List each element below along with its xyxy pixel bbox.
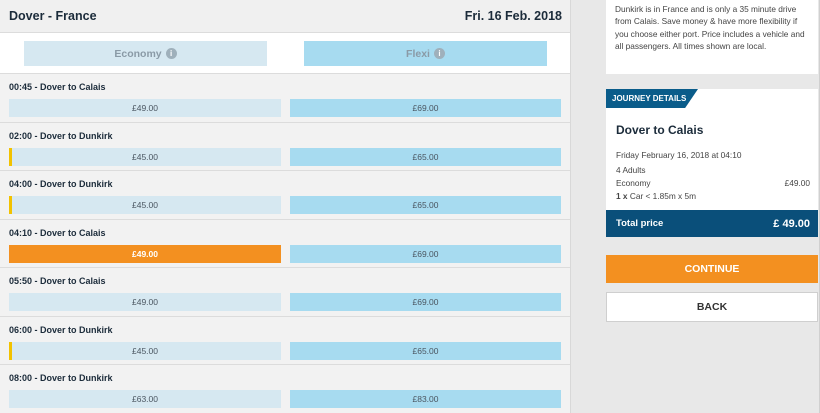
vehicle-description: Car < 1.85m x 5m bbox=[629, 191, 697, 201]
flexi-fare-header: Flexi i bbox=[304, 41, 547, 66]
economy-price-button[interactable]: £45.00 bbox=[9, 196, 281, 214]
sailing-title: 08:00 - Dover to Dunkirk bbox=[9, 373, 113, 383]
sailing-title: 05:50 - Dover to Calais bbox=[9, 276, 106, 286]
flexi-price-button[interactable]: £83.00 bbox=[290, 390, 561, 408]
economy-price-button[interactable]: £49.00 bbox=[9, 244, 281, 263]
dunkirk-marker bbox=[9, 341, 12, 360]
total-price-bar: Total price £ 49.00 bbox=[606, 210, 818, 237]
economy-price-button[interactable]: £63.00 bbox=[9, 390, 281, 408]
total-price-value: £ 49.00 bbox=[773, 217, 810, 230]
economy-label: Economy bbox=[114, 47, 162, 60]
fare-class: Economy bbox=[616, 178, 651, 188]
economy-price-button[interactable]: £45.00 bbox=[9, 147, 281, 166]
sailing-title: 02:00 - Dover to Dunkirk bbox=[9, 130, 113, 141]
economy-price-button[interactable]: £49.00 bbox=[9, 99, 281, 117]
economy-price-button[interactable]: £45.00 bbox=[9, 341, 281, 360]
port-info-text: Dunkirk is in France and is only a 35 mi… bbox=[606, 0, 818, 74]
flexi-label: Flexi bbox=[406, 47, 430, 60]
fare-type-header: Economy i Flexi i bbox=[0, 33, 570, 74]
journey-datetime: Friday February 16, 2018 at 04:10 bbox=[616, 150, 742, 160]
flexi-price-button[interactable]: £69.00 bbox=[290, 99, 561, 117]
journey-details-label: JOURNEY DETAILS bbox=[606, 89, 698, 108]
journey-details-card: JOURNEY DETAILS Dover to Calais Friday F… bbox=[606, 89, 818, 237]
sailing-row: 02:00 - Dover to Dunkirk £45.00 £65.00 bbox=[0, 122, 570, 171]
sailing-row: 08:00 - Dover to Dunkirk £63.00 £83.00 bbox=[0, 365, 570, 413]
dunkirk-marker bbox=[9, 196, 12, 214]
flexi-price-button[interactable]: £69.00 bbox=[290, 293, 561, 311]
passenger-count: 4 Adults bbox=[616, 165, 646, 175]
sailing-row: 00:45 - Dover to Calais £49.00 £69.00 bbox=[0, 74, 570, 123]
flexi-price-button[interactable]: £65.00 bbox=[290, 147, 561, 166]
route-title: Dover - France bbox=[9, 9, 97, 23]
fare-price: £49.00 bbox=[784, 178, 810, 188]
sailings-panel: Dover - France Fri. 16 Feb. 2018 Economy… bbox=[0, 0, 571, 413]
flexi-price-button[interactable]: £69.00 bbox=[290, 244, 561, 263]
info-icon[interactable]: i bbox=[165, 48, 177, 59]
journey-route: Dover to Calais bbox=[616, 123, 704, 137]
sailing-title: 06:00 - Dover to Dunkirk bbox=[9, 324, 113, 335]
sailing-title: 04:00 - Dover to Dunkirk bbox=[9, 179, 113, 189]
sailing-row: 04:00 - Dover to Dunkirk £45.00 £65.00 bbox=[0, 171, 570, 220]
back-button[interactable]: BACK bbox=[606, 292, 818, 322]
sailing-list: 00:45 - Dover to Calais £49.00 £69.00 02:00… bbox=[0, 74, 570, 413]
sailing-row: 06:00 - Dover to Dunkirk £45.00 £65.00 bbox=[0, 316, 570, 365]
sailing-row: 04:10 - Dover to Calais £49.00 £69.00 bbox=[0, 219, 570, 268]
vehicle-quantity: 1 x bbox=[616, 191, 628, 201]
flexi-price-button[interactable]: £65.00 bbox=[290, 341, 561, 360]
total-price-label: Total price bbox=[616, 218, 664, 229]
info-icon[interactable]: i bbox=[433, 48, 445, 59]
sailing-row: 05:50 - Dover to Calais £49.00 £69.00 bbox=[0, 268, 570, 317]
economy-price-button[interactable]: £49.00 bbox=[9, 293, 281, 311]
vehicle-details: 1 x Car < 1.85m x 5m bbox=[616, 191, 696, 201]
sailing-title: 04:10 - Dover to Calais bbox=[9, 227, 106, 238]
flexi-price-button[interactable]: £65.00 bbox=[290, 196, 561, 214]
travel-date: Fri. 16 Feb. 2018 bbox=[464, 9, 562, 23]
summary-panel: Dunkirk is in France and is only a 35 mi… bbox=[571, 0, 820, 413]
sailing-title: 00:45 - Dover to Calais bbox=[9, 82, 106, 92]
dunkirk-marker bbox=[9, 147, 12, 166]
continue-button[interactable]: CONTINUE bbox=[606, 255, 818, 283]
route-header: Dover - France Fri. 16 Feb. 2018 bbox=[0, 0, 570, 33]
economy-fare-header: Economy i bbox=[24, 41, 267, 66]
